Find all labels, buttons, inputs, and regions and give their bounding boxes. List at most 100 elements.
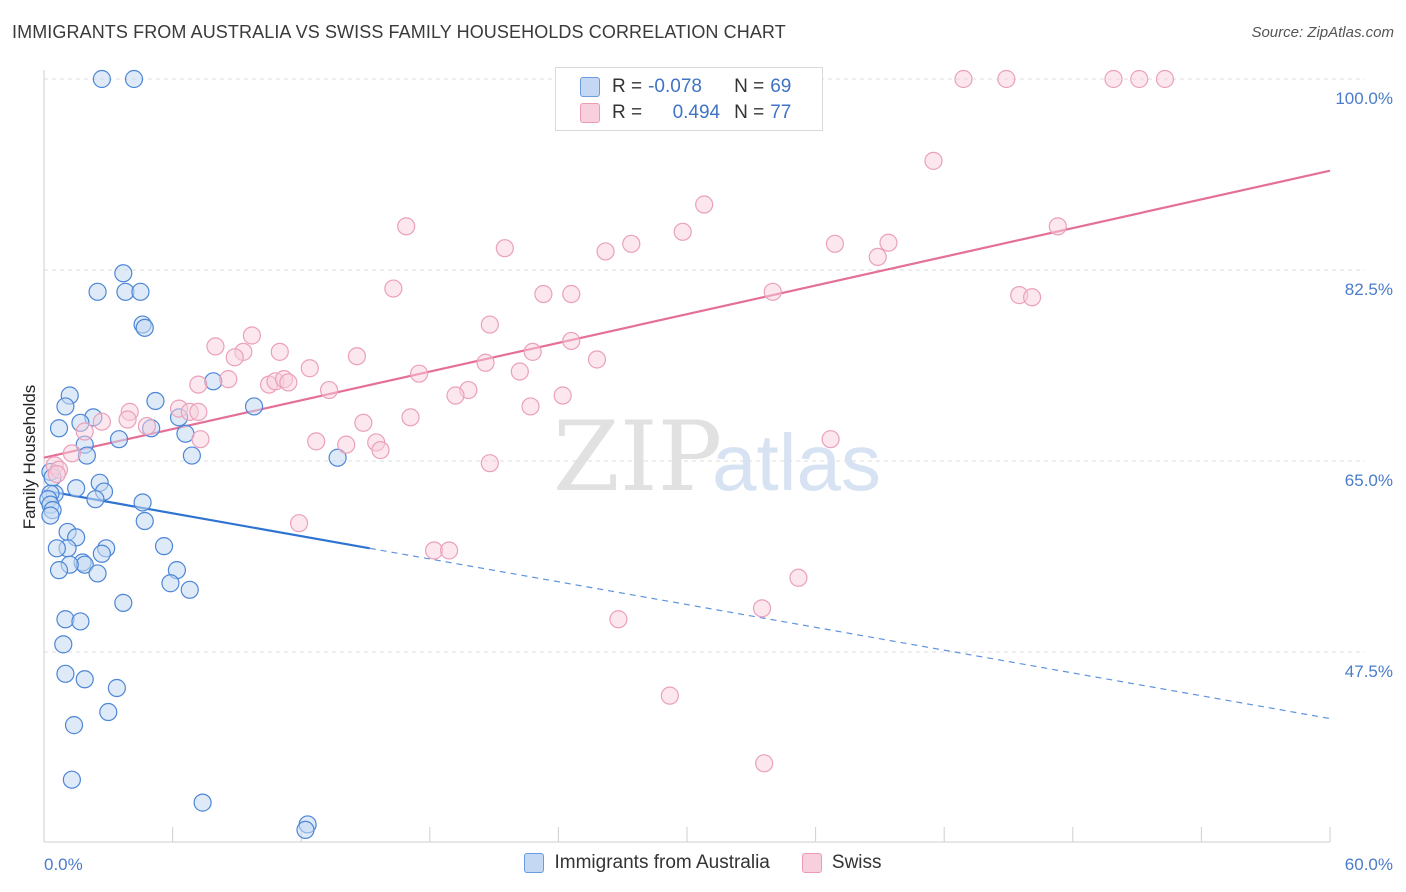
- legend-swatch-pink: [580, 103, 600, 123]
- data-point-swiss: [446, 386, 465, 405]
- watermark-zip: ZIP: [553, 401, 722, 513]
- data-point-australia: [71, 612, 90, 631]
- data-point-swiss: [587, 350, 607, 369]
- data-point-australia: [64, 716, 84, 735]
- legend-swatch-blue: [580, 77, 600, 97]
- data-point-swiss: [609, 610, 628, 629]
- x-tick-labels: 0.0% 60.0%: [44, 855, 1393, 874]
- data-point-swiss: [347, 347, 367, 366]
- data-point-australia: [86, 490, 105, 509]
- x-tick-label: 60.0%: [1345, 855, 1393, 874]
- data-point-swiss: [997, 69, 1016, 89]
- data-point-australia: [88, 282, 107, 301]
- data-point-australia: [77, 446, 96, 465]
- data-point-australia: [88, 564, 107, 583]
- data-point-swiss: [553, 386, 572, 405]
- series-immigrants-from-australia: [39, 69, 347, 840]
- bottom-legend-item-australia: Immigrants from Australia: [524, 852, 770, 874]
- chart-source: Source: ZipAtlas.com: [1251, 24, 1394, 41]
- data-point-swiss: [300, 359, 319, 378]
- data-point-swiss: [47, 464, 66, 484]
- data-point-swiss: [401, 408, 420, 427]
- data-point-swiss: [1155, 69, 1175, 89]
- legend-r-value: 0.494: [672, 102, 721, 123]
- data-point-australia: [244, 397, 264, 416]
- data-point-australia: [114, 593, 133, 612]
- data-point-swiss: [1130, 69, 1149, 89]
- data-point-australia: [49, 419, 69, 438]
- trend-line-australia-extrapolated: [369, 547, 1331, 720]
- data-point-swiss: [337, 435, 356, 454]
- x-tick-label: 0.0%: [44, 855, 83, 874]
- data-point-swiss: [92, 412, 111, 431]
- y-tick-label: 100.0%: [1335, 89, 1393, 108]
- data-point-swiss: [868, 247, 887, 267]
- data-point-australia: [75, 670, 94, 689]
- data-point-swiss: [289, 514, 309, 533]
- chart-title: IMMIGRANTS FROM AUSTRALIA VS SWISS FAMIL…: [12, 22, 786, 42]
- data-point-swiss: [75, 422, 94, 441]
- bottom-legend: Immigrants from Australia Swiss: [0, 852, 1406, 874]
- bottom-legend-swatch-blue: [524, 853, 545, 873]
- data-point-swiss: [821, 430, 840, 449]
- data-point-swiss: [534, 284, 553, 304]
- data-point-swiss: [924, 151, 943, 170]
- data-point-swiss: [562, 284, 581, 304]
- data-point-australia: [193, 793, 212, 812]
- data-point-swiss: [62, 444, 81, 463]
- data-point-swiss: [191, 430, 210, 449]
- y-tick-labels: 47.5% 65.0% 82.5% 100.0%: [1335, 89, 1393, 681]
- data-point-swiss: [219, 370, 238, 389]
- data-point-swiss: [118, 410, 137, 429]
- legend-n-label: N =: [734, 102, 765, 123]
- bottom-legend-item-swiss: Swiss: [801, 852, 882, 874]
- data-point-swiss: [562, 331, 581, 351]
- data-point-swiss: [763, 282, 782, 301]
- data-point-swiss: [660, 686, 679, 705]
- data-point-australia: [99, 702, 118, 722]
- data-point-swiss: [1048, 217, 1067, 236]
- data-point-swiss: [354, 413, 373, 432]
- legend-row-swiss: R = 0.494 N = 77: [580, 100, 791, 126]
- data-point-australia: [49, 561, 69, 580]
- data-point-swiss: [521, 397, 540, 416]
- bottom-legend-swatch-pink: [801, 853, 822, 873]
- data-point-swiss: [1022, 288, 1042, 307]
- bottom-legend-label-australia: Immigrants from Australia: [554, 852, 770, 873]
- data-point-australia: [109, 430, 129, 449]
- data-point-swiss: [270, 342, 289, 361]
- y-tick-label: 65.0%: [1345, 471, 1393, 490]
- data-point-swiss: [409, 364, 429, 383]
- data-point-australia: [56, 664, 75, 683]
- y-tick-label: 47.5%: [1345, 662, 1393, 681]
- legend-row-australia: R = -0.078 N = 69: [580, 74, 791, 100]
- data-point-australia: [328, 448, 347, 467]
- data-point-australia: [204, 372, 223, 391]
- data-point-australia: [180, 580, 199, 599]
- data-point-swiss: [523, 342, 542, 361]
- legend: R = -0.078 N = 69 R = 0.494 N = 77: [555, 67, 823, 131]
- data-point-australia: [135, 318, 154, 337]
- data-point-australia: [67, 479, 86, 498]
- legend-n-label: N =: [734, 76, 765, 97]
- data-point-swiss: [752, 599, 772, 618]
- data-point-swiss: [371, 440, 390, 460]
- legend-r-label: R =: [612, 102, 643, 123]
- data-point-swiss: [825, 234, 844, 253]
- data-point-australia: [146, 391, 165, 411]
- data-point-australia: [107, 678, 126, 698]
- data-point-australia: [92, 69, 111, 89]
- data-point-swiss: [137, 416, 156, 436]
- data-point-swiss: [225, 348, 244, 367]
- y-axis-label: Family Households: [20, 385, 39, 530]
- data-point-swiss: [189, 375, 208, 394]
- data-point-swiss: [596, 242, 615, 261]
- bottom-legend-label-swiss: Swiss: [831, 852, 882, 873]
- watermark-atlas: atlas: [712, 418, 881, 507]
- data-point-swiss: [879, 233, 898, 252]
- data-point-australia: [161, 574, 180, 593]
- data-point-swiss: [439, 541, 459, 560]
- data-point-swiss: [695, 195, 714, 214]
- data-point-australia: [54, 635, 73, 654]
